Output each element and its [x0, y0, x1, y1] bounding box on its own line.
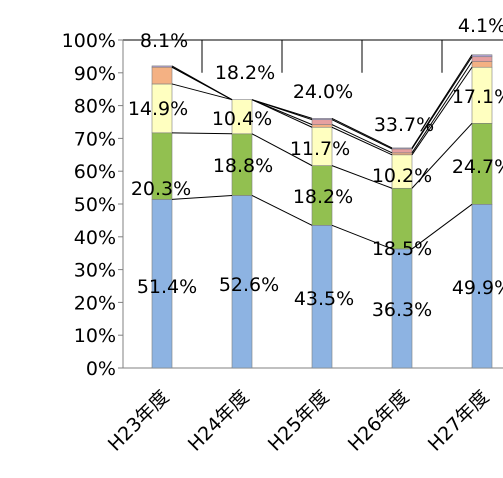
y-tick-label: 10% — [74, 325, 116, 347]
data-label: 18.8% — [213, 155, 273, 177]
bar-segment — [311, 119, 333, 125]
bar-segment — [311, 124, 333, 128]
series-connector-line — [411, 61, 473, 154]
x-category-label: H24年度 — [184, 386, 254, 456]
x-category-label: H27年度 — [424, 386, 494, 456]
bar-segment — [391, 147, 413, 150]
data-label: 24.0% — [293, 81, 353, 103]
data-label: 49.9% — [452, 277, 503, 299]
data-label: 33.7% — [374, 114, 434, 136]
data-label: 11.7% — [290, 138, 350, 160]
y-tick-label: 0% — [86, 358, 116, 380]
series-connector-line — [411, 66, 473, 156]
x-category-label: H25年度 — [264, 386, 334, 456]
bar-segment — [231, 99, 253, 135]
y-tick-label: 30% — [74, 260, 116, 282]
data-label: 51.4% — [137, 276, 197, 298]
data-label: 8.1% — [140, 30, 188, 52]
y-tick-label: 100% — [62, 30, 116, 52]
y-tick-label: 60% — [74, 161, 116, 183]
y-tick-label: 90% — [74, 63, 116, 85]
data-label: 17.1% — [452, 86, 503, 108]
series-connector-line — [331, 165, 393, 189]
series-connector-line — [251, 195, 313, 226]
series-connector-line — [331, 126, 393, 156]
series-connector-line — [171, 83, 233, 101]
bar-segment — [151, 65, 173, 68]
data-label: 18.2% — [293, 186, 353, 208]
data-label: 20.3% — [131, 178, 191, 200]
data-label: 43.5% — [294, 288, 354, 310]
data-label: 24.7% — [452, 156, 503, 178]
x-category-label: H23年度 — [104, 386, 174, 456]
bar-segment — [311, 118, 333, 121]
series-connector-line — [331, 117, 393, 149]
series-connector-line — [331, 124, 393, 154]
y-tick-label: 50% — [74, 194, 116, 216]
bar-segment — [391, 148, 413, 154]
bar-segment — [471, 56, 493, 62]
series-connector-line — [411, 54, 473, 149]
data-label: 10.4% — [212, 108, 272, 130]
series-connector-line — [411, 56, 473, 150]
series-connector-line — [251, 99, 313, 119]
data-label: 18.2% — [215, 62, 275, 84]
x-category-label: H26年度 — [344, 386, 414, 456]
data-label: 52.6% — [219, 274, 279, 296]
data-label: 10.2% — [372, 165, 432, 187]
bar-segment — [151, 66, 173, 85]
series-connector-line — [171, 132, 233, 135]
series-connector-line — [171, 65, 233, 101]
series-connector-line — [411, 203, 473, 250]
y-tick-label: 20% — [74, 292, 116, 314]
series-connector-line — [251, 99, 313, 126]
data-label: 18.5% — [372, 238, 432, 260]
y-tick-label: 80% — [74, 96, 116, 118]
y-tick-label: 70% — [74, 128, 116, 150]
series-connector-line — [331, 224, 393, 250]
series-connector-line — [171, 194, 233, 200]
bar-segment — [471, 54, 493, 58]
series-connector-line — [251, 133, 313, 167]
data-label: 14.9% — [128, 98, 188, 120]
data-label: 36.3% — [372, 299, 432, 321]
bar-segment — [471, 61, 493, 68]
data-label: 4.1% — [458, 15, 503, 37]
series-connector-line — [331, 119, 393, 150]
y-tick-label: 40% — [74, 227, 116, 249]
series-connector-line — [411, 122, 473, 189]
